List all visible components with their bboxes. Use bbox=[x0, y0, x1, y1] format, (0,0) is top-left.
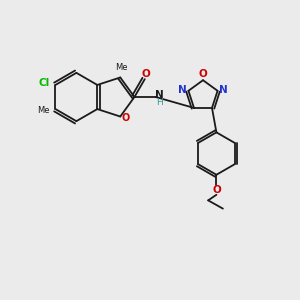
Text: O: O bbox=[212, 185, 221, 195]
Text: H: H bbox=[156, 98, 163, 107]
Text: Me: Me bbox=[37, 106, 50, 115]
Text: O: O bbox=[199, 69, 207, 79]
Text: Me: Me bbox=[116, 63, 128, 72]
Text: N: N bbox=[178, 85, 187, 95]
Text: Cl: Cl bbox=[39, 78, 50, 88]
Text: N: N bbox=[219, 85, 228, 95]
Text: O: O bbox=[142, 69, 151, 79]
Text: O: O bbox=[122, 113, 130, 123]
Text: N: N bbox=[155, 90, 164, 100]
